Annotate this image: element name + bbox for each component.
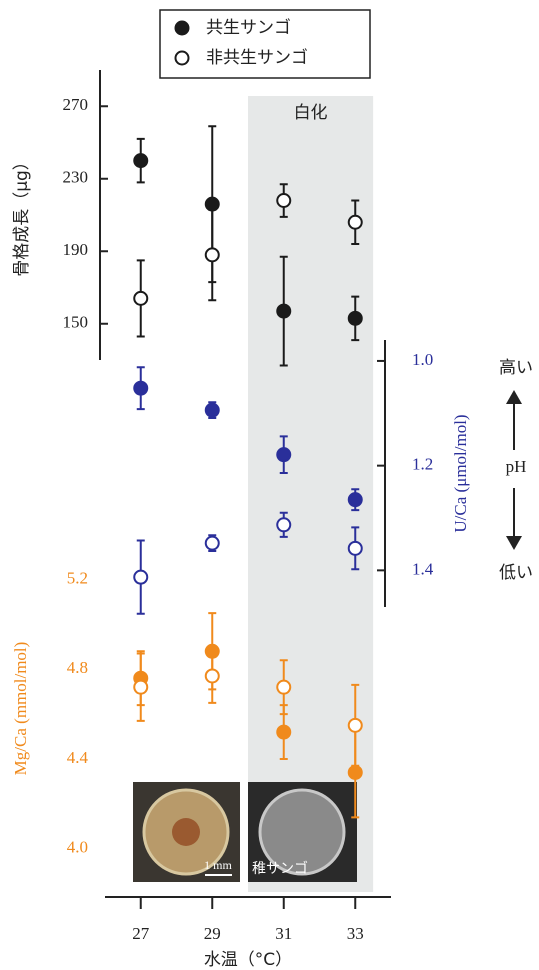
y-tick-label: 190 <box>63 240 89 259</box>
point <box>277 518 290 531</box>
y-axis-label: 骨格成長（μg） <box>12 153 32 277</box>
point <box>277 194 290 207</box>
y-tick-label: 1.2 <box>412 455 433 474</box>
photo-coral-center <box>172 818 200 846</box>
y-tick-label: 150 <box>63 313 89 332</box>
x-tick-label: 29 <box>204 924 221 943</box>
point <box>134 681 147 694</box>
point <box>134 382 147 395</box>
point <box>134 571 147 584</box>
x-tick-label: 33 <box>347 924 364 943</box>
x-tick-label: 31 <box>275 924 292 943</box>
region-label: 白化 <box>294 103 328 123</box>
point <box>277 448 290 461</box>
photo-label: 稚サンゴ <box>252 860 308 877</box>
legend-label: 共生サンゴ <box>206 17 291 38</box>
y-tick-label: 1.0 <box>412 350 433 369</box>
point <box>134 292 147 305</box>
y-tick-label: 4.0 <box>67 838 88 857</box>
side-label: pH <box>506 457 527 476</box>
point <box>349 766 362 779</box>
arrow-head <box>506 536 522 550</box>
point <box>206 669 219 682</box>
y-axis-label: U/Ca (μmol/mol) <box>451 414 470 532</box>
point <box>349 542 362 555</box>
legend-marker <box>176 52 189 65</box>
legend-label: 非共生サンゴ <box>206 47 308 68</box>
y-tick-label: 270 <box>63 95 89 114</box>
point <box>134 154 147 167</box>
point <box>206 404 219 417</box>
side-label: 高い <box>499 358 533 378</box>
point <box>206 248 219 261</box>
figure: 1 mm 稚サンゴ 高い pH 低い 白化 共生サンゴ非共生サンゴ 150 190 23… <box>0 0 539 970</box>
point <box>277 681 290 694</box>
point <box>206 537 219 550</box>
side-label: 低い <box>499 563 533 583</box>
point <box>349 719 362 732</box>
point <box>349 493 362 506</box>
y-axis-label: Mg/Ca (mmol/mol) <box>11 642 30 776</box>
y-tick-label: 4.4 <box>67 748 89 767</box>
x-axis-label: 水温（°C） <box>204 950 292 970</box>
point <box>277 305 290 318</box>
x-tick-label: 27 <box>132 924 150 943</box>
scale-label: 1 mm <box>204 858 232 872</box>
y-tick-label: 5.2 <box>67 568 88 587</box>
y-tick-label: 4.8 <box>67 658 88 677</box>
point <box>277 726 290 739</box>
point <box>349 216 362 229</box>
arrow-head <box>506 390 522 404</box>
legend-marker <box>176 22 189 35</box>
point <box>349 312 362 325</box>
y-tick-label: 1.4 <box>412 559 434 578</box>
y-tick-label: 230 <box>63 168 89 187</box>
